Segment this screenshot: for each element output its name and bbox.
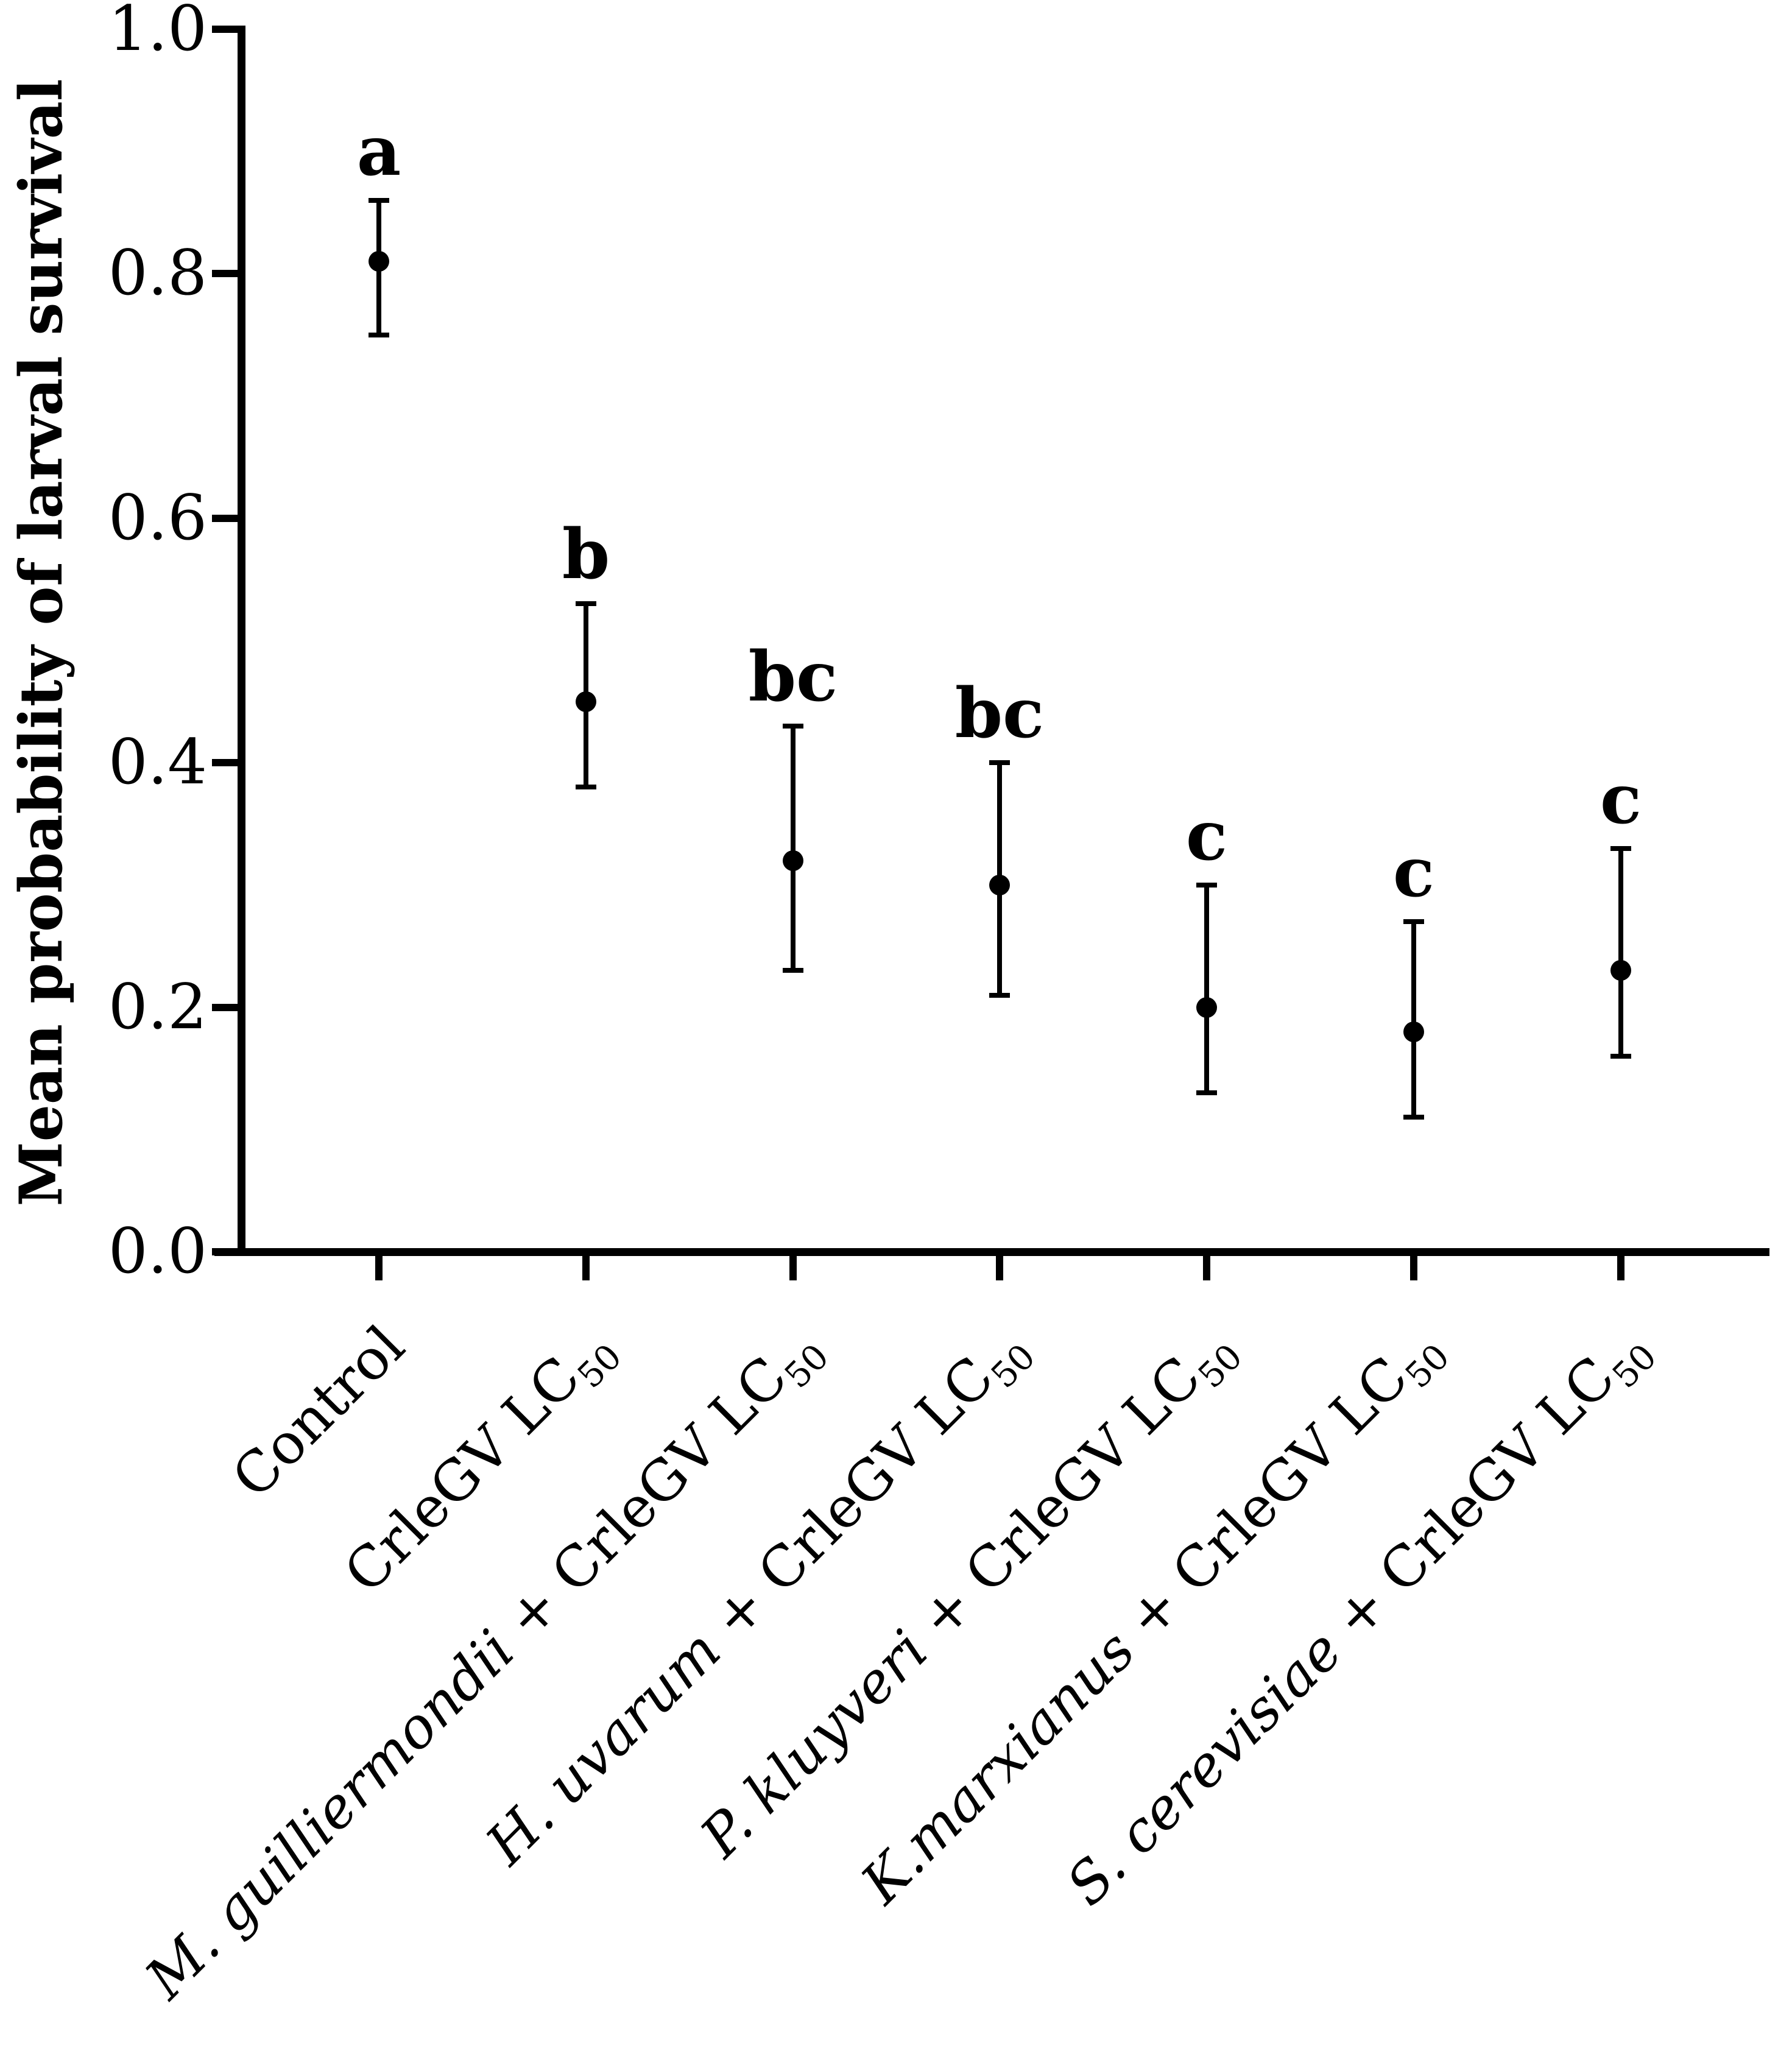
error-bar [791,725,795,971]
error-bar-cap-bottom [576,785,596,790]
error-bar-cap-top [783,723,803,729]
error-bar [1411,922,1416,1118]
significance-letter: bc [748,637,838,717]
data-point [576,691,596,712]
error-bar-cap-top [1196,882,1217,888]
error-bar-cap-top [989,760,1010,766]
y-axis-line [238,26,245,1256]
error-bar-cap-bottom [1196,1090,1217,1096]
y-tick-label: 0.2 [108,970,207,1043]
data-point [1610,960,1631,981]
y-tick-label: 0.4 [108,726,207,799]
y-axis-tick [212,759,238,767]
significance-letter: a [356,111,401,191]
error-bar-cap-bottom [369,332,389,337]
x-axis-line [214,1248,1769,1256]
y-tick-label: 0.0 [108,1215,207,1288]
error-bar-cap-top [1403,919,1424,925]
error-bar-cap-top [1610,845,1631,851]
y-axis-tick [212,514,238,522]
x-axis-tick [1617,1256,1624,1280]
data-point [369,251,389,272]
y-tick-label: 0.6 [108,481,207,554]
chart-figure: Mean probability of larval survival 0.0 0… [7,0,1769,2011]
error-bar-cap-bottom [1403,1115,1424,1120]
species-name: M. guilliermondii [133,1617,527,2011]
x-axis-tick [1203,1256,1210,1280]
x-axis-tick [582,1256,590,1280]
y-axis-tick [212,26,238,33]
error-bar-cap-bottom [783,968,803,973]
y-axis-title: Mean probability of larval survival [7,79,76,1207]
y-axis-tick [212,270,238,278]
error-bar [1204,884,1209,1093]
error-bar-cap-top [369,197,389,203]
x-axis-tick [996,1256,1003,1280]
category-label-text: Control [219,1313,417,1511]
significance-letter: bc [954,674,1045,754]
significance-letter: c [1392,833,1435,913]
data-point [783,850,803,871]
x-axis-tick [1410,1256,1417,1280]
x-axis-tick [375,1256,383,1280]
y-axis-tick [212,1248,238,1255]
y-tick-label: 1.0 [108,0,207,65]
error-bar-cap-top [576,601,596,607]
y-tick-label: 0.8 [108,237,207,310]
x-axis-tick [789,1256,797,1280]
data-point [989,874,1010,895]
error-bar [1618,848,1623,1056]
error-bar-cap-bottom [1610,1053,1631,1059]
significance-letter: c [1185,796,1228,876]
data-point [1196,997,1217,1018]
y-axis-tick [212,1003,238,1011]
significance-letter: b [562,515,610,595]
significance-letter: c [1600,759,1642,839]
data-point [1403,1021,1424,1042]
error-bar-cap-bottom [989,992,1010,998]
